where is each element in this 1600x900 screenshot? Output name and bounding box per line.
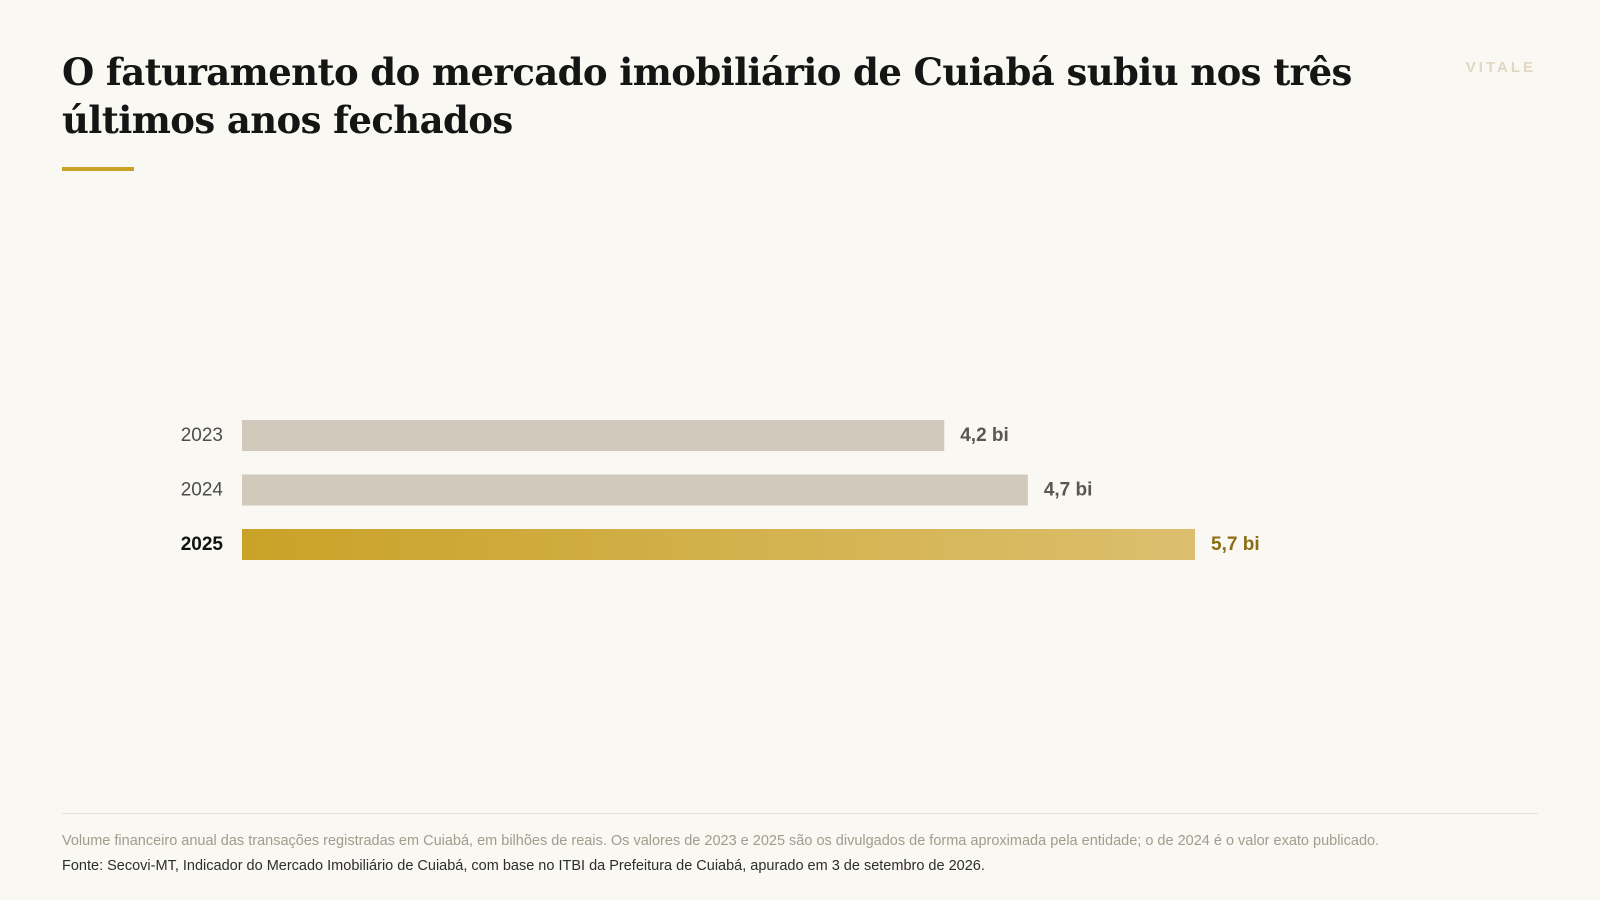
bar-2023 <box>242 420 945 451</box>
brand-logo: VITALE <box>1465 59 1536 76</box>
bar-2024 <box>242 474 1028 506</box>
category-label-2024: 2024 <box>181 480 224 501</box>
category-label-2025: 2025 <box>181 534 224 555</box>
category-label-2023: 2023 <box>181 425 223 446</box>
title-accent-rule <box>62 167 134 171</box>
chart-footnote: Volume financeiro anual das transações r… <box>62 833 1380 849</box>
chart-title: O faturamento do mercado imobiliário de … <box>62 50 1352 142</box>
bars-group: 2023 4,2 bi 2024 4,7 bi 2025 5,7 bi <box>181 420 1260 560</box>
footer-divider <box>62 813 1538 814</box>
chart-source: Fonte: Secovi-MT, Indicador do Mercado I… <box>62 858 985 874</box>
value-label-2023: 4,2 bi <box>960 425 1009 446</box>
value-label-2025: 5,7 bi <box>1211 534 1260 555</box>
value-label-2024: 4,7 bi <box>1044 480 1093 501</box>
bar-2025 <box>242 529 1196 560</box>
